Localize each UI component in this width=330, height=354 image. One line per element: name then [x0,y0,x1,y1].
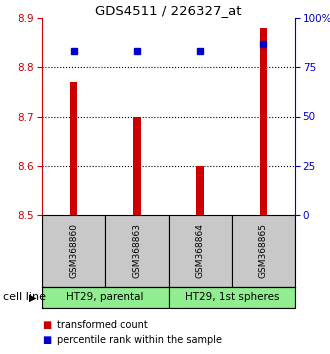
Text: ■: ■ [42,335,51,345]
Bar [232,215,295,287]
Bar [196,166,204,215]
Text: GSM368864: GSM368864 [196,224,205,279]
Text: ▶: ▶ [29,292,36,303]
Bar [105,215,169,287]
Bar [169,215,232,287]
Text: GSM368860: GSM368860 [69,223,78,279]
Bar [260,28,267,215]
Bar [70,82,78,215]
Text: GSM368865: GSM368865 [259,223,268,279]
Title: GDS4511 / 226327_at: GDS4511 / 226327_at [95,4,242,17]
Text: ■: ■ [42,320,51,330]
Text: HT29, 1st spheres: HT29, 1st spheres [184,292,279,303]
Text: transformed count: transformed count [57,320,148,330]
Bar [42,215,105,287]
Bar [42,287,169,308]
Text: cell line: cell line [3,292,46,303]
Text: percentile rank within the sample: percentile rank within the sample [57,335,222,345]
Bar [169,287,295,308]
Text: HT29, parental: HT29, parental [67,292,144,303]
Text: GSM368863: GSM368863 [132,223,141,279]
Bar [133,116,141,215]
